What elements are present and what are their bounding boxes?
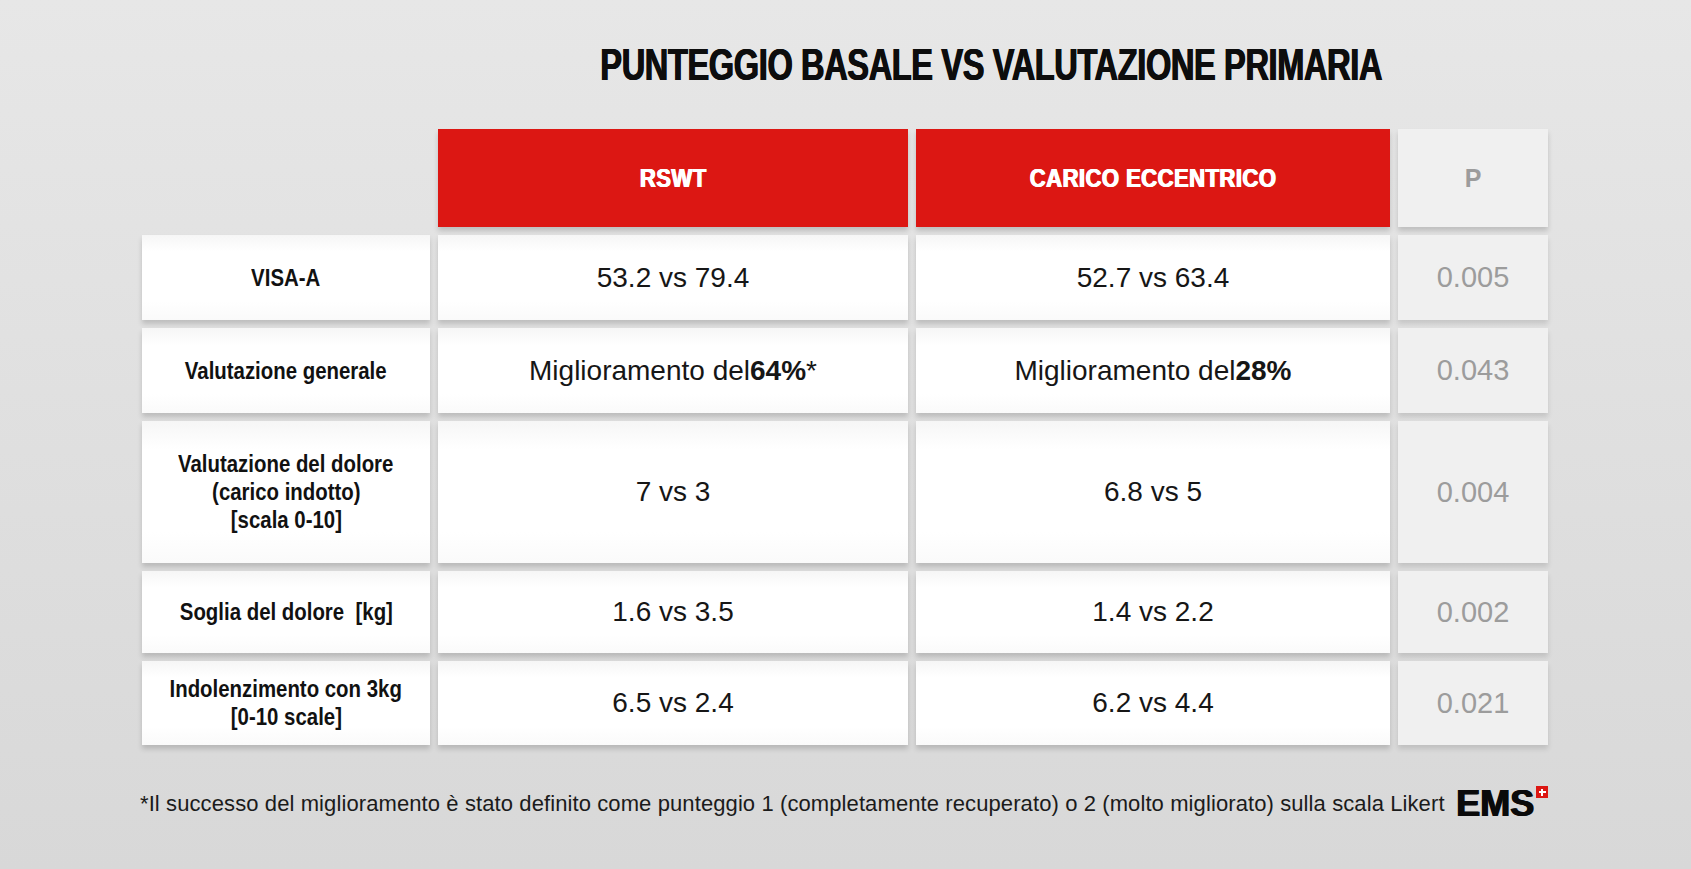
infographic-canvas: PUNTEGGIO BASALE VS VALUTAZIONE PRIMARIA… xyxy=(0,0,1691,869)
header-spacer xyxy=(142,129,430,227)
page-title: PUNTEGGIO BASALE VS VALUTAZIONE PRIMARIA xyxy=(438,40,1545,90)
row-label-valutazione-del-dolore: Valutazione del dolore (carico indotto) … xyxy=(142,421,430,563)
rswt-value-soglia-del-dolore: 1.6 vs 3.5 xyxy=(438,571,908,653)
column-header-rswt-label: RSWT xyxy=(640,163,707,194)
column-header-carico-eccentrico: CARICO ECCENTRICO xyxy=(916,129,1390,227)
p-value-valutazione-generale: 0.043 xyxy=(1398,328,1548,413)
column-header-p-label: P xyxy=(1465,164,1482,193)
carico-value-valutazione-del-dolore: 6.8 vs 5 xyxy=(916,421,1390,563)
column-header-carico-label: CARICO ECCENTRICO xyxy=(1030,163,1277,194)
footer: *Il successo del miglioramento è stato d… xyxy=(140,789,1548,819)
column-header-p: P xyxy=(1398,129,1548,227)
ems-logo-text: EMS xyxy=(1456,789,1534,819)
p-value-valutazione-del-dolore: 0.004 xyxy=(1398,421,1548,563)
carico-value-valutazione-generale: Miglioramento del 28% xyxy=(916,328,1390,413)
carico-value-visa-a: 52.7 vs 63.4 xyxy=(916,235,1390,320)
row-label-valutazione-generale: Valutazione generale xyxy=(142,328,430,413)
footnote-text: *Il successo del miglioramento è stato d… xyxy=(140,791,1445,817)
rswt-value-valutazione-del-dolore: 7 vs 3 xyxy=(438,421,908,563)
rswt-value-valutazione-generale: Miglioramento del 64%* xyxy=(438,328,908,413)
column-header-rswt: RSWT xyxy=(438,129,908,227)
carico-value-soglia-del-dolore: 1.4 vs 2.2 xyxy=(916,571,1390,653)
rswt-value-indolenzimento: 6.5 vs 2.4 xyxy=(438,661,908,745)
ems-logo: EMS xyxy=(1456,789,1548,819)
p-value-indolenzimento: 0.021 xyxy=(1398,661,1548,745)
carico-value-indolenzimento: 6.2 vs 4.4 xyxy=(916,661,1390,745)
row-label-indolenzimento: Indolenzimento con 3kg [0-10 scale] xyxy=(142,661,430,745)
p-value-visa-a: 0.005 xyxy=(1398,235,1548,320)
p-value-soglia-del-dolore: 0.002 xyxy=(1398,571,1548,653)
swiss-cross-icon xyxy=(1536,786,1548,798)
comparison-table: RSWT CARICO ECCENTRICO P VISA-A 53.2 vs … xyxy=(142,129,1548,745)
row-label-visa-a: VISA-A xyxy=(142,235,430,320)
row-label-soglia-del-dolore: Soglia del dolore [kg] xyxy=(142,571,430,653)
rswt-value-visa-a: 53.2 vs 79.4 xyxy=(438,235,908,320)
